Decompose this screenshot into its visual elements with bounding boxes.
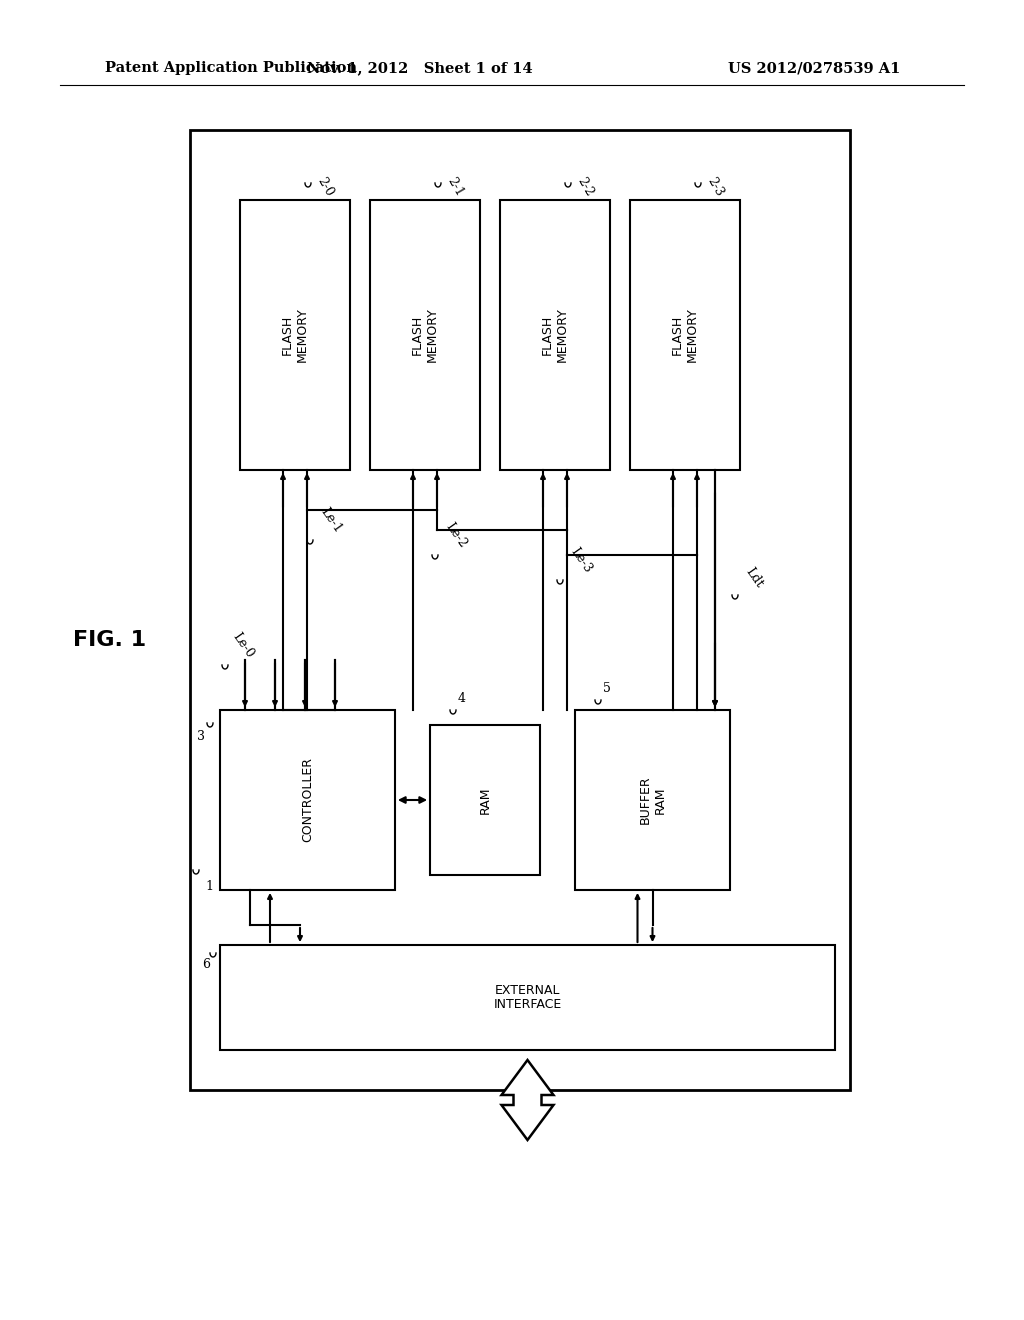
Bar	[220, 945, 835, 1049]
Text: 2-1: 2-1	[445, 176, 466, 199]
Text: Le-1: Le-1	[318, 504, 344, 535]
Text: BUFFER
RAM: BUFFER RAM	[639, 776, 667, 824]
Text: FLASH
MEMORY: FLASH MEMORY	[671, 308, 699, 363]
Text: RAM: RAM	[478, 787, 492, 813]
Text: 2-3: 2-3	[705, 176, 726, 199]
Bar	[430, 725, 540, 875]
Text: Le-0: Le-0	[230, 630, 257, 660]
Text: 2-0: 2-0	[315, 176, 336, 199]
Bar	[500, 201, 610, 470]
Text: Nov. 1, 2012   Sheet 1 of 14: Nov. 1, 2012 Sheet 1 of 14	[307, 61, 532, 75]
Text: Le-2: Le-2	[443, 520, 469, 550]
Polygon shape	[502, 1060, 554, 1140]
Text: Patent Application Publication: Patent Application Publication	[105, 61, 357, 75]
Text: Le-3: Le-3	[568, 545, 595, 576]
Text: FLASH
MEMORY: FLASH MEMORY	[541, 308, 569, 363]
Text: CONTROLLER: CONTROLLER	[301, 758, 314, 842]
Text: FLASH
MEMORY: FLASH MEMORY	[281, 308, 309, 363]
Text: 4: 4	[458, 692, 466, 705]
Text: 5: 5	[603, 682, 611, 696]
Text: Ldt: Ldt	[743, 565, 766, 590]
Text: FIG. 1: FIG. 1	[74, 630, 146, 649]
Text: EXTERNAL
INTERFACE: EXTERNAL INTERFACE	[494, 983, 561, 1011]
Text: 2-2: 2-2	[575, 176, 596, 199]
Text: 6: 6	[202, 958, 210, 972]
Bar	[575, 710, 730, 890]
Bar	[630, 201, 740, 470]
Bar	[240, 201, 350, 470]
Text: US 2012/0278539 A1: US 2012/0278539 A1	[728, 61, 900, 75]
Bar	[370, 201, 480, 470]
Text: FLASH
MEMORY: FLASH MEMORY	[411, 308, 439, 363]
Bar	[190, 129, 850, 1090]
Text: 3: 3	[197, 730, 205, 743]
Text: 1: 1	[205, 880, 213, 894]
Bar	[220, 710, 395, 890]
